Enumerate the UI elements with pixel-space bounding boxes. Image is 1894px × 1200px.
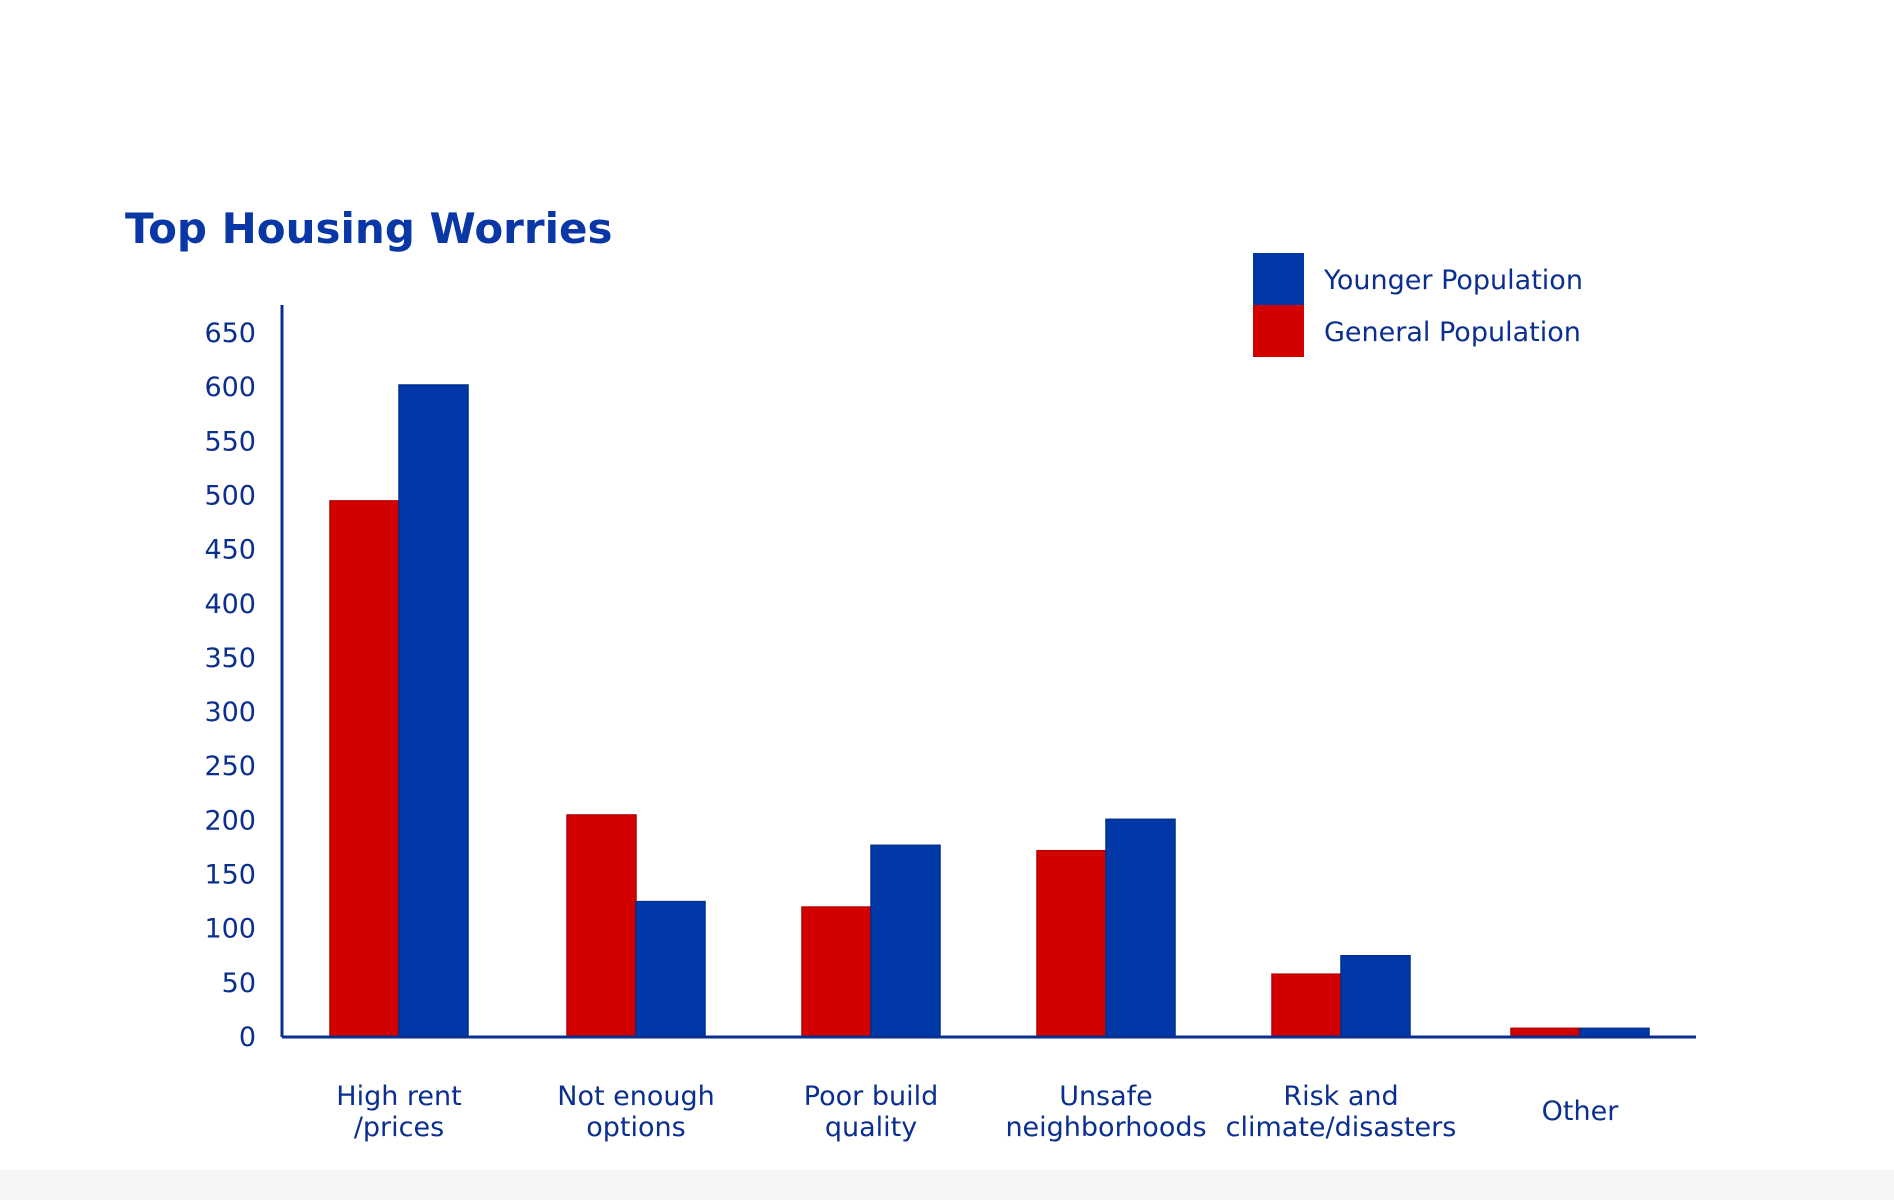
- x-tick-label: Not enough: [557, 1081, 715, 1112]
- bar-general-3: [1036, 849, 1107, 1038]
- bottom-strip: [0, 1170, 1894, 1200]
- y-tick-label: 350: [204, 643, 256, 674]
- y-tick-label: 400: [204, 589, 256, 620]
- y-tick-label: 200: [204, 805, 256, 836]
- x-tick-label: Other: [1542, 1096, 1620, 1127]
- y-tick-label: 250: [204, 751, 256, 782]
- y-tick-label: 150: [204, 860, 256, 891]
- y-tick-label: 500: [204, 480, 256, 511]
- x-tick-label: Poor build: [804, 1081, 938, 1112]
- x-tick-label: quality: [825, 1112, 917, 1143]
- x-tick-label: Unsafe: [1059, 1081, 1153, 1112]
- chart-title: Top Housing Worries: [125, 204, 613, 253]
- y-tick-label: 600: [204, 372, 256, 403]
- bar-younger-4: [1340, 955, 1411, 1038]
- y-tick-label: 100: [204, 914, 256, 945]
- x-tick-label: climate/disasters: [1226, 1112, 1457, 1143]
- legend-label-younger: Younger Population: [1323, 265, 1583, 296]
- y-tick-label: 50: [222, 968, 256, 999]
- x-tick-label: /prices: [354, 1112, 444, 1143]
- y-tick-label: 550: [204, 426, 256, 457]
- y-tick-label: 650: [204, 318, 256, 349]
- legend: Younger Population General Population: [1253, 253, 1583, 357]
- bar-younger-3: [1105, 818, 1176, 1038]
- x-tick-label: High rent: [336, 1081, 461, 1112]
- bar-general-1: [566, 814, 637, 1038]
- legend-swatch-younger: [1253, 253, 1304, 305]
- y-axis-ticks: 0 50 100 150 200 250 300 350 400 450 500 550 600 650: [204, 318, 256, 1053]
- legend-swatch-general: [1253, 305, 1304, 357]
- legend-label-general: General Population: [1324, 317, 1581, 348]
- x-tick-label: neighborhoods: [1005, 1112, 1206, 1143]
- bars: [329, 384, 1650, 1038]
- bar-younger-0: [398, 384, 469, 1038]
- bar-general-2: [801, 906, 872, 1038]
- bar-general-0: [329, 500, 400, 1038]
- bar-younger-1: [635, 900, 706, 1038]
- x-tick-label: options: [586, 1112, 685, 1143]
- bar-younger-2: [870, 844, 941, 1038]
- bar-general-4: [1271, 973, 1342, 1038]
- x-tick-label: Risk and: [1283, 1081, 1398, 1112]
- y-tick-label: 300: [204, 697, 256, 728]
- y-tick-label: 0: [239, 1022, 256, 1053]
- y-tick-label: 450: [204, 535, 256, 566]
